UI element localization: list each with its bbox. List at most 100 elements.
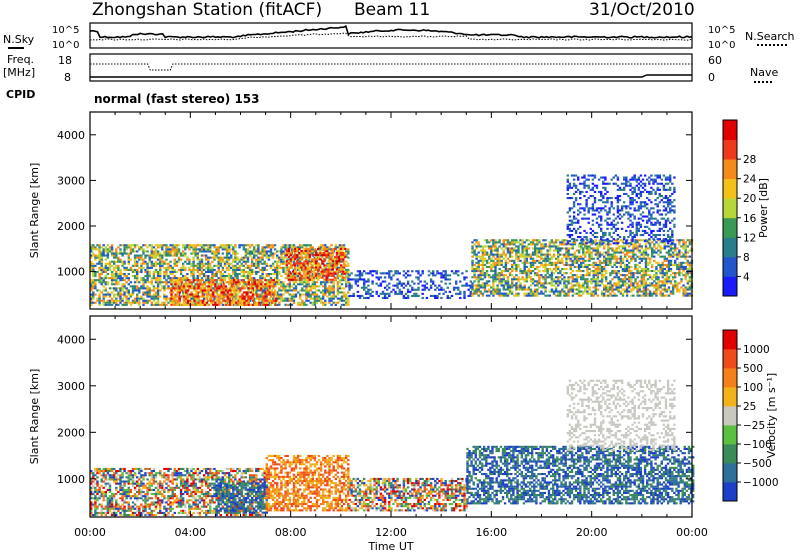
echo-cell [223,291,227,294]
echo-cell [269,273,273,276]
echo-cell [463,294,466,297]
echo-cell [299,244,302,247]
echo-cell [194,303,197,306]
echo-cell [527,243,531,246]
echo-cell [659,255,662,258]
echo-cell [113,273,116,276]
echo-cell [567,292,570,295]
echo-cell [159,246,162,249]
echo-cell [171,279,174,282]
echo-cell [173,277,176,280]
echo-cell [102,254,105,257]
echo-cell [561,253,564,256]
echo-cell [214,283,217,286]
echo-cell [106,273,110,276]
echo-cell [536,288,539,291]
echo-cell [485,253,489,256]
echo-cell [521,276,524,279]
echo-cell [661,247,664,250]
echo-cell [202,297,206,300]
echo-cell [194,246,197,249]
echo-cell [542,253,545,256]
echo-cell [582,265,585,268]
echo-cell [557,261,560,264]
echo-cell [347,279,350,282]
echo-cell [306,256,309,259]
echo-cell [262,297,265,300]
echo-cell [110,297,114,300]
echo-cell [337,274,341,277]
echo-cell [113,266,116,269]
echo-cell [142,260,145,263]
echo-cell [144,275,147,278]
echo-cell [350,294,353,297]
echo-cell [325,274,328,277]
echo-cell [584,280,587,283]
echo-cell [582,276,585,279]
echo-cell [184,303,187,306]
echo-cell [473,288,476,291]
echo-cell [592,272,595,275]
echo-cell [123,283,126,286]
echo-cell [621,241,625,244]
echo-cell [590,292,593,295]
echo-cell [223,270,227,273]
echo-cell [263,246,266,249]
echo-cell [289,260,293,263]
echo-cell [190,262,193,265]
echo-cell [165,299,168,302]
echo-cell [311,252,314,255]
echo-cell [131,270,135,273]
noise-panel: 10^5 10^0 10^5 10^0 [52,22,735,51]
echo-cell [292,299,296,302]
echo-cell [467,294,470,297]
echo-cell [336,287,340,290]
echo-cell [119,258,122,261]
echo-cell [220,301,223,304]
echo-cell [148,260,151,263]
echo-cell [179,258,183,261]
echo-cell [154,264,158,267]
echo-cell [363,284,366,287]
echo-cell [285,262,288,265]
echo-cell [438,284,441,287]
echo-cell [194,268,197,271]
echo-cell [594,251,597,254]
echo-cell [221,289,225,292]
echo-cell [580,274,583,277]
echo-cell [621,278,625,281]
echo-cell [659,294,662,297]
echo-cell [253,250,256,253]
echo-cell [469,286,472,289]
echo-cell [327,270,330,273]
echo-cell [167,281,170,284]
echo-cell [590,270,593,273]
echo-cell [396,284,399,287]
echo-cell [325,272,328,275]
echo-cell [534,251,537,254]
echo-cell [440,272,443,275]
echo-cell [170,279,173,282]
echo-cell [417,276,420,279]
echo-cell [307,270,310,273]
echo-cell [312,262,316,265]
echo-cell [215,285,218,288]
freq-panel: 18 8 60 0 [58,53,722,84]
echo-cell [291,258,295,261]
echo-cell [665,282,669,285]
echo-cell [582,270,585,273]
echo-cell [123,273,126,276]
echo-cell [264,291,267,294]
echo-cell [191,293,194,296]
echo-cell [386,296,389,299]
echo-cell [479,278,482,281]
echo-cell [473,280,476,283]
echo-cell [340,295,344,298]
echo-cell [197,279,200,282]
echo-cell [325,256,328,259]
echo-cell [640,276,643,279]
echo-cell [332,270,335,273]
echo-cell [310,276,314,279]
echo-cell [586,268,589,271]
echo-cell [92,246,95,249]
